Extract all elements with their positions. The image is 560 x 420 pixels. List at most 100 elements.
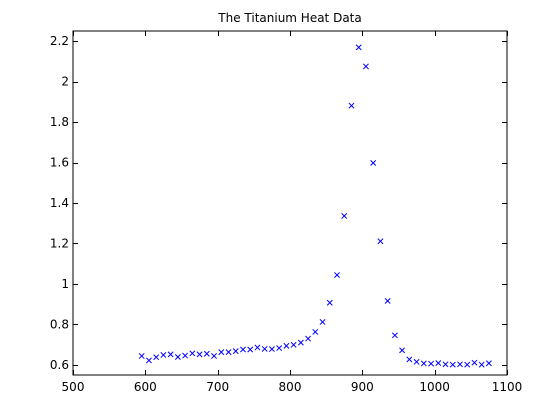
data-point [326,299,333,306]
data-point-stroke [182,352,189,359]
data-point [182,352,189,359]
y-tick-label: 1.4 [50,196,69,210]
data-point-stroke [268,346,275,353]
x-tick-label: 1000 [419,380,450,394]
data-point-stroke [240,346,246,353]
data-point [240,346,246,353]
data-point-stroke [297,339,304,346]
data-point [203,350,210,357]
data-point [167,351,174,358]
data-point-stroke [232,348,239,355]
data-point [471,359,478,366]
data-point [218,349,225,356]
data-point [391,332,398,339]
data-point-stroke [457,361,463,368]
data-point [420,360,427,367]
y-tick-label: 1.6 [50,156,69,170]
x-tick-label: 1100 [492,380,523,394]
data-point [145,357,152,364]
data-point-stroke [435,360,442,367]
data-point-stroke [153,354,160,361]
data-point-stroke [138,353,145,359]
data-point-stroke [428,360,435,367]
data-point [449,361,456,368]
data-point-stroke [341,212,348,219]
data-point-stroke [413,358,420,365]
data-point [442,361,449,368]
data-point-stroke [449,361,456,368]
data-point [478,361,485,368]
y-tick-label: 1.2 [50,236,69,250]
data-point [225,349,232,356]
data-point [384,297,391,304]
data-point-stroke [290,341,297,348]
data-point-stroke [196,351,203,358]
data-point [341,212,348,219]
data-point-stroke [160,352,167,358]
data-point-stroke [406,356,413,363]
data-point [254,344,261,351]
data-point [464,361,471,368]
data-point [406,356,413,363]
data-point [290,341,297,348]
data-point [153,354,160,361]
data-point [189,350,196,357]
data-point [348,102,355,109]
data-point-stroke [384,297,391,304]
x-tick-label: 500 [62,380,85,394]
data-point-stroke [189,350,196,357]
data-point [276,345,283,352]
data-point [362,63,369,70]
data-point-stroke [254,344,261,351]
data-point [435,360,442,367]
y-tick-label: 2 [61,75,69,89]
data-point-stroke [485,360,492,367]
data-point-stroke [420,360,427,367]
data-point-stroke [471,359,478,366]
data-point-stroke [225,349,232,356]
data-point-stroke [442,361,449,368]
data-point [138,353,145,359]
x-tick-label: 700 [206,380,229,394]
x-tick-label: 600 [134,380,157,394]
x-tick-label: 900 [351,380,374,394]
data-point-stroke [203,350,210,357]
data-point-stroke [391,332,398,339]
y-tick-label: 0.6 [50,358,69,372]
data-point [355,44,362,51]
data-point-stroke [211,353,218,359]
data-point [174,354,181,360]
data-point [413,358,420,365]
y-tick-label: 2.2 [50,34,69,48]
data-point [334,272,340,278]
data-point [305,335,312,342]
data-point [399,347,406,354]
data-point-stroke [312,328,319,335]
y-tick-label: 0.8 [50,317,69,331]
data-point-stroke [305,335,312,342]
data-point [485,360,492,367]
data-point [297,339,304,346]
data-point [283,342,290,349]
data-point [196,351,203,358]
data-point [232,348,239,355]
data-point-stroke [247,346,254,353]
data-point-stroke [370,159,377,166]
data-point-stroke [218,349,225,356]
data-point [312,328,319,335]
data-point-stroke [261,345,268,352]
data-point [370,159,377,166]
data-point-stroke [377,238,384,245]
data-point [319,319,326,325]
data-point-stroke [362,63,369,70]
data-point-stroke [276,345,283,352]
plot-area: 500 600 700 800 900 1000 1100 0.6 0.8 1 1.2 1.4 1.6 1… [50,30,523,394]
data-point-stroke [283,342,290,349]
data-point [247,346,254,353]
data-point-stroke [319,319,326,325]
data-point [268,346,275,353]
data-point [457,361,463,368]
x-tick-label: 800 [279,380,302,394]
